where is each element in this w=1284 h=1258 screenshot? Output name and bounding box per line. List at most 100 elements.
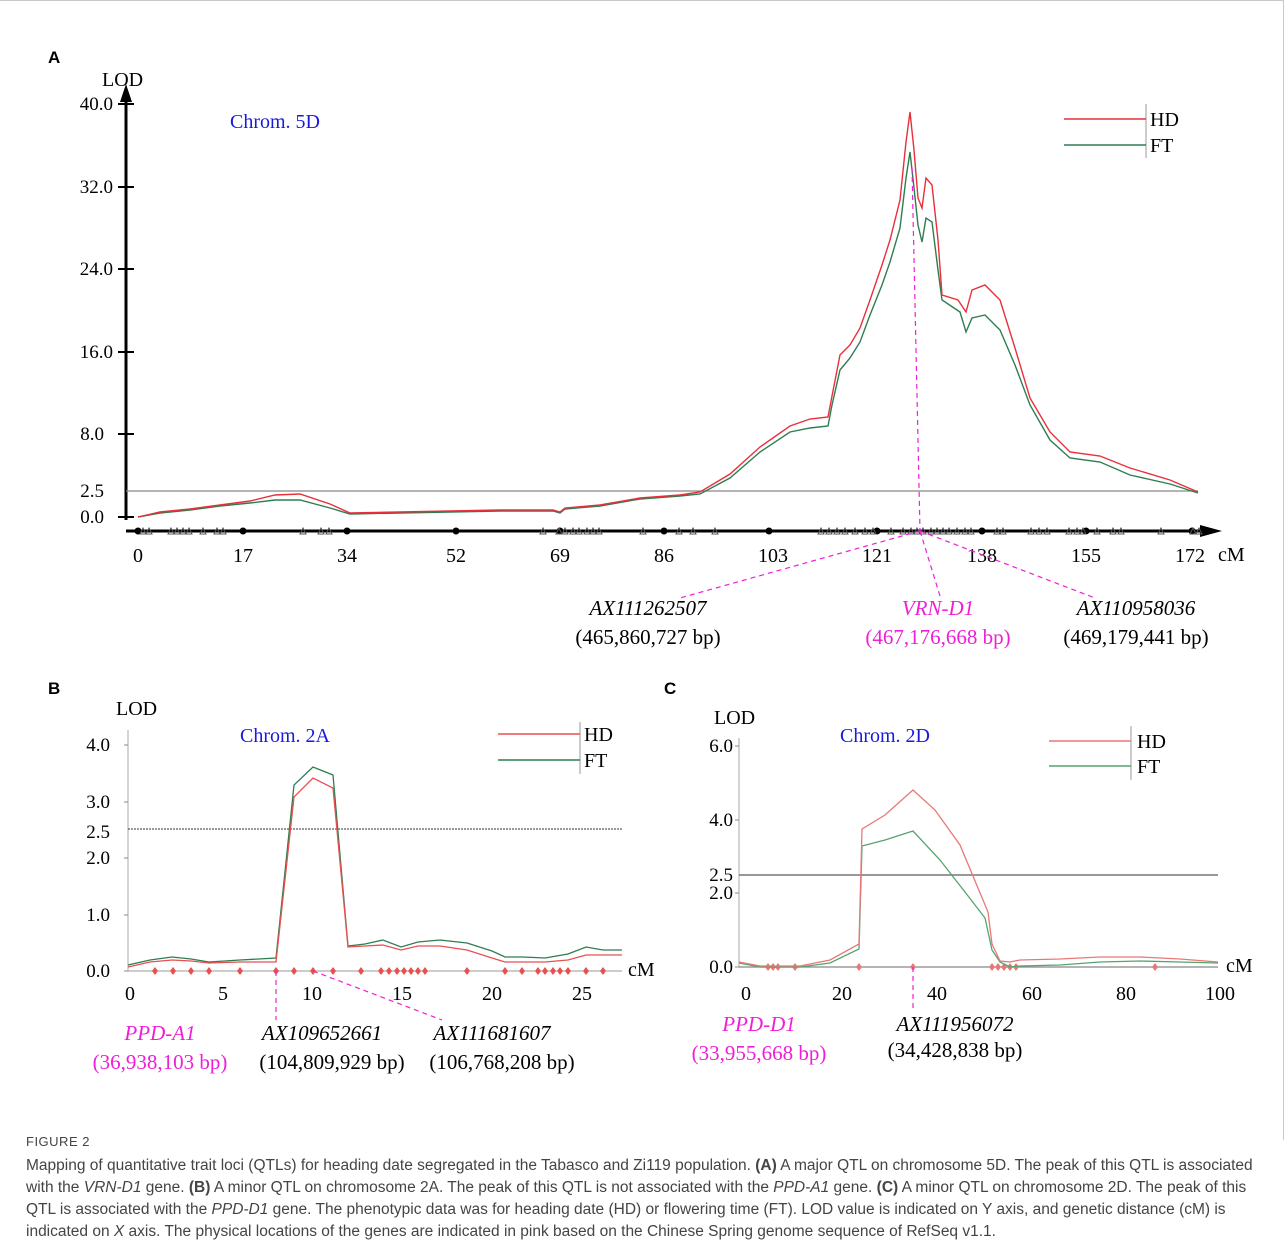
panel-b-ytick-0: 0.0 <box>86 961 110 982</box>
panel-b-ytick-3: 2.5 <box>86 822 110 843</box>
panel-a-ytick-0: 0.0 <box>80 507 104 528</box>
caption-gene-vrn: VRN-D1 <box>83 1179 142 1196</box>
panel-a-y-arrow <box>120 84 132 102</box>
panel-b-legend-hd: HD <box>584 724 613 746</box>
panel-b-marker-2-pos: (106,768,208 bp) <box>429 1050 574 1074</box>
panel-c-xtick-4: 80 <box>1116 983 1136 1005</box>
panel-a-marker-lines <box>679 167 1096 599</box>
panel-c-ytick-2: 2.5 <box>709 865 733 886</box>
panel-b-xlabel: cM <box>628 959 655 981</box>
caption-gene-ppda1: PPD-A1 <box>773 1179 830 1196</box>
panel-a-marker-0-pos: (465,860,727 bp) <box>575 625 720 649</box>
panel-c-letter: C <box>664 679 676 698</box>
panel-b-xtick-3: 15 <box>392 983 412 1005</box>
caption-b-tag: (B) <box>188 1179 211 1196</box>
panel-b-y-ticks <box>124 744 128 972</box>
panel-b-legend: HD FT <box>498 722 613 774</box>
panel-a: A LOD Chrom. 5D 0.0 2.5 8.0 16 <box>48 48 1245 649</box>
panel-a-legend: HD FT <box>1064 104 1179 158</box>
panel-a-xtick-0: 0 <box>133 545 143 567</box>
panel-b-marker-lines <box>275 970 443 1021</box>
panel-b-ytick-4: 3.0 <box>86 792 110 813</box>
panel-a-ytick-1: 2.5 <box>80 481 104 502</box>
panel-c-legend-hd: HD <box>1137 731 1166 753</box>
panel-a-marker-1-name: VRN-D1 <box>902 596 974 620</box>
panel-c-xtick-5: 100 <box>1205 983 1235 1005</box>
panel-a-ytick-3: 16.0 <box>80 342 113 363</box>
panel-c-ytick-1: 2.0 <box>709 883 733 904</box>
panel-b-marker-1-name: AX109652661 <box>260 1021 382 1045</box>
caption-x-axis: X <box>113 1223 125 1240</box>
caption-c-tag: (C) <box>876 1179 899 1196</box>
panel-a-xtick-8: 138 <box>967 545 997 567</box>
panel-a-marker-triangles <box>139 526 1203 535</box>
caption-s8: axis. The physical locations of the gene… <box>124 1223 996 1240</box>
caption-a-tag: (A) <box>755 1157 777 1174</box>
panel-b-xtick-0: 0 <box>125 983 135 1005</box>
panel-b-ytick-1: 1.0 <box>86 905 110 926</box>
panel-b-xtick-2: 10 <box>302 983 322 1005</box>
panel-c-y-ticks <box>735 745 739 968</box>
panel-c-xtick-1: 20 <box>832 983 852 1005</box>
caption-s5: gene. <box>829 1179 877 1196</box>
panel-a-xtick-2: 34 <box>337 545 357 567</box>
panel-c-xtick-0: 0 <box>741 983 751 1005</box>
caption-s4: A minor QTL on chromosome 2A. The peak o… <box>210 1179 774 1196</box>
caption-s6: A minor QTL on chromosome 2D. The peak o… <box>26 1179 1247 1218</box>
panel-a-marker-1-pos: (467,176,668 bp) <box>865 625 1010 649</box>
panel-a-xtick-6: 103 <box>758 545 788 567</box>
panel-b-marker-2-name: AX111681607 <box>431 1021 552 1045</box>
panel-c-ytick-4: 6.0 <box>709 736 733 757</box>
panel-a-ytick-6: 40.0 <box>80 94 113 115</box>
panel-b-ft-curve <box>127 766 622 966</box>
panel-a-xtick-7: 121 <box>862 545 892 567</box>
panel-c-ytick-3: 4.0 <box>709 810 733 831</box>
panel-a-letter: A <box>48 48 60 67</box>
panel-a-legend-hd: HD <box>1150 109 1179 131</box>
panel-a-xlabel: cM <box>1218 544 1245 566</box>
caption-s7: gene. The phenotypic data was for headin… <box>26 1201 1226 1240</box>
caption-gene-ppdd1: PPD-D1 <box>211 1201 269 1218</box>
panel-c-legend-ft: FT <box>1137 756 1160 778</box>
panel-a-xtick-3: 52 <box>446 545 466 567</box>
panel-b: B LOD Chrom. 2A 0.0 1.0 2.0 2.5 3.0 4.0 <box>48 679 655 1074</box>
panel-b-marker-1-pos: (104,809,929 bp) <box>259 1050 404 1074</box>
panel-b-marker-0-name: PPD-A1 <box>123 1021 195 1045</box>
panel-b-ytick-5: 4.0 <box>86 735 110 756</box>
panel-c-xlabel: cM <box>1226 955 1253 977</box>
panel-a-ylabel: LOD <box>102 69 143 91</box>
panel-a-title: Chrom. 5D <box>230 111 320 133</box>
panel-a-marker-0-name: AX111262507 <box>587 596 708 620</box>
panel-b-xtick-1: 5 <box>218 983 228 1005</box>
panel-a-xtick-10: 172 <box>1175 545 1205 567</box>
caption-text: Mapping of quantitative trait loci (QTLs… <box>26 1155 1266 1243</box>
panel-c-ft-curve <box>738 830 1219 968</box>
panel-a-ytick-2: 8.0 <box>80 424 104 445</box>
panel-a-xtick-9: 155 <box>1071 545 1101 567</box>
panel-c-legend: HD FT <box>1049 726 1166 780</box>
panel-c: C LOD Chrom. 2D 0.0 2.0 2.5 4.0 6.0 0 <box>664 679 1253 1065</box>
panel-a-ft-curve <box>137 151 1199 518</box>
panel-b-marker-diamonds <box>152 967 606 975</box>
panel-a-xtick-5: 86 <box>654 545 674 567</box>
panel-a-xtick-1: 17 <box>233 545 253 567</box>
panel-a-ytick-5: 32.0 <box>80 177 113 198</box>
panel-b-hd-curve <box>127 777 622 968</box>
panel-b-xtick-4: 20 <box>482 983 502 1005</box>
caption-label: FIGURE 2 <box>26 1134 90 1149</box>
panel-c-hd-curve <box>738 789 1219 967</box>
panel-c-xtick-2: 40 <box>927 983 947 1005</box>
panel-c-ytick-0: 0.0 <box>709 957 733 978</box>
panel-c-title: Chrom. 2D <box>840 725 930 747</box>
panel-c-xtick-3: 60 <box>1022 983 1042 1005</box>
panel-c-marker-0-name: PPD-D1 <box>721 1012 795 1036</box>
panel-a-y-ticks <box>118 103 134 518</box>
panel-b-xtick-5: 25 <box>572 983 592 1005</box>
panel-c-ylabel: LOD <box>714 707 755 729</box>
panel-a-marker-2-pos: (469,179,441 bp) <box>1063 625 1208 649</box>
figure-caption: FIGURE 2 Mapping of quantitative trait l… <box>26 1134 1266 1243</box>
panel-a-legend-ft: FT <box>1150 135 1173 157</box>
panel-c-marker-0-pos: (33,955,668 bp) <box>692 1041 827 1065</box>
caption-s3: gene. <box>141 1179 189 1196</box>
